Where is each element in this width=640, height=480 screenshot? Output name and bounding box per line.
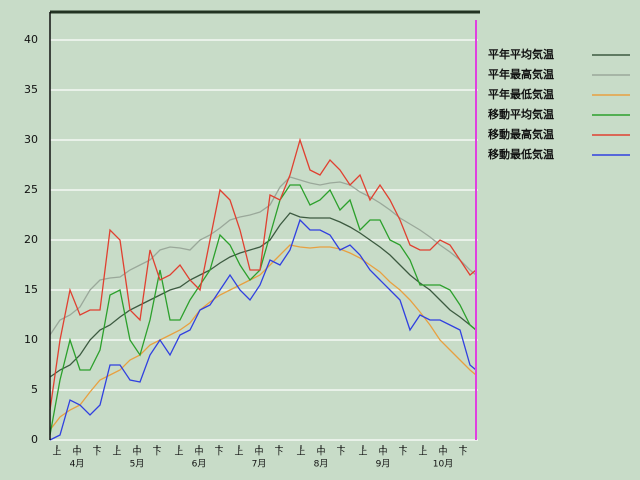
grid [50,39,478,441]
x-tick-label: 中 [438,446,447,458]
series-line [49,184,477,436]
x-tick-label: 下 [458,448,467,458]
x-tick-label: 中 [316,446,325,458]
x-tick-label: 上 [296,447,305,458]
month-label: 7月 [252,459,267,470]
series-line [49,137,477,411]
x-tick-label: 下 [152,448,161,458]
y-tick-label: 25 [24,183,38,196]
series-line [49,176,477,336]
legend-label: 移動最低気温 [488,147,554,161]
series-line [49,218,477,441]
x-tick-label: 中 [132,446,141,458]
plot-lines [49,137,477,441]
series-line [49,212,477,378]
month-label: 8月 [314,459,329,470]
x-tick-label: 中 [194,446,203,458]
x-tick-label: 上 [358,447,367,458]
x-tick-label: 上 [174,447,183,458]
x-tick-label: 中 [254,446,263,458]
y-tick-label: 0 [31,433,38,446]
month-label: 10月 [433,459,453,470]
month-label: 9月 [376,459,391,470]
x-tick-label: 中 [72,446,81,458]
y-tick-label: 30 [24,133,38,146]
month-label: 5月 [130,459,145,470]
month-label: 4月 [70,459,85,470]
x-tick-label: 上 [418,447,427,458]
y-tick-label: 20 [24,233,38,246]
y-tick-label: 40 [24,33,38,46]
x-tick-label: 下 [214,448,223,458]
legend-label: 平年最高気温 [488,67,554,81]
y-tick-label: 5 [31,383,38,396]
y-tick-label: 10 [24,333,38,346]
month-label: 6月 [192,459,207,470]
x-tick-label: 下 [398,448,407,458]
y-tick-label: 35 [24,83,38,96]
legend-label: 移動最高気温 [488,127,554,141]
x-tick-label: 上 [112,447,121,458]
x-tick-label: 上 [234,447,243,458]
x-tick-label: 下 [274,448,283,458]
legend-label: 平年最低気温 [488,87,554,101]
x-tick-label: 下 [336,448,345,458]
y-tick-label: 15 [24,283,38,296]
x-tick-label: 上 [52,447,61,458]
legend-label: 移動平均気温 [488,107,554,121]
x-tick-label: 中 [378,446,387,458]
x-tick-label: 下 [92,448,101,458]
legend-label: 平年平均気温 [488,47,554,61]
